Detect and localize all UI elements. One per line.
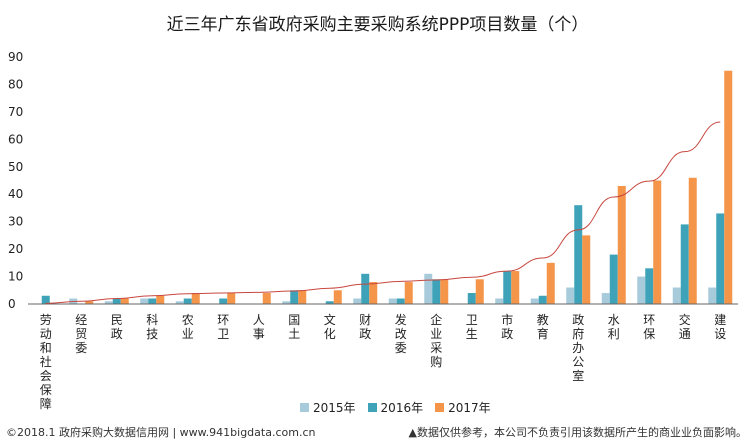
- x-tick-label: 环卫: [217, 313, 229, 341]
- footer-source: ©2018.1 政府采购大数据信用网 | www.941bigdata.com.…: [6, 426, 316, 439]
- x-tick-label: 文化: [324, 312, 336, 341]
- x-tick-label: 人事: [253, 313, 265, 341]
- bar-2016年-建设: [716, 213, 725, 304]
- bar-2015年-环保: [637, 276, 646, 304]
- footer-disclaimer: ▲数据仅供参考，本公司不负责引用该数据所产生的商业业负面影响。: [408, 426, 747, 439]
- bar-2016年-科技: [148, 298, 157, 304]
- bar-2015年-财政: [353, 298, 362, 304]
- bar-2017年-卫生: [475, 279, 484, 304]
- bar-2015年-民政: [104, 301, 113, 304]
- bar-2017年-环卫: [227, 293, 236, 304]
- bar-2017年-农业: [191, 293, 200, 304]
- legend-item-2015: 2015年: [300, 399, 356, 416]
- legend: 2015年 2016年 2017年: [300, 399, 491, 416]
- bar-2016年-环保: [645, 268, 654, 304]
- y-tick-label: 80: [8, 77, 23, 91]
- bar-2017年-教育: [546, 262, 555, 304]
- bar-2017年-经贸委: [85, 301, 94, 304]
- y-tick-label: 10: [8, 270, 23, 284]
- chart-title: 近三年广东省政府采购主要采购系统PPP项目数量（个）: [166, 15, 589, 35]
- x-tick-label: 建设: [714, 313, 726, 341]
- x-tick-label: 农业: [182, 313, 194, 341]
- bar-2015年-市政: [495, 298, 504, 304]
- legend-swatch-2016: [367, 403, 377, 412]
- x-tick-label: 发改委: [395, 312, 407, 355]
- bar-2016年-环卫: [219, 298, 228, 304]
- bar-2016年-国土: [290, 290, 299, 304]
- y-tick-label: 90: [8, 50, 23, 64]
- bar-2017年-建设: [724, 70, 733, 304]
- legend-label-2016: 2016年: [380, 401, 424, 415]
- bar-2015年-农业: [175, 301, 184, 304]
- bar-2017年-环保: [653, 180, 662, 304]
- bar-2017年-水利: [617, 185, 626, 304]
- x-tick-label: 劳动和社会保障: [40, 313, 52, 411]
- x-tick-label: 市政: [501, 312, 513, 341]
- bar-2017年-交通: [688, 177, 697, 304]
- bar-2017年-国土: [298, 290, 307, 304]
- bar-2017年-政府办公室: [582, 235, 591, 304]
- bar-2015年-教育: [530, 298, 539, 304]
- bar-2015年-水利: [601, 293, 610, 304]
- bar-2017年-企业采购: [440, 279, 449, 304]
- bar-2015年-交通: [672, 287, 681, 304]
- bar-2017年-市政: [511, 271, 520, 304]
- x-tick-label: 国土: [288, 313, 300, 341]
- bar-2016年-交通: [680, 224, 689, 304]
- x-tick-label: 经贸委: [75, 313, 87, 355]
- x-tick-label: 交通: [679, 312, 691, 341]
- trend-line: [45, 121, 721, 304]
- bar-2016年-文化: [325, 301, 334, 304]
- bar-2015年-建设: [708, 287, 717, 304]
- bar-2016年-企业采购: [432, 279, 441, 304]
- y-tick-label: 40: [8, 187, 23, 201]
- bar-2016年-教育: [538, 295, 547, 304]
- x-tick-label: 政府办公室: [572, 313, 584, 383]
- bar-2017年-财政: [369, 282, 378, 304]
- bar-2017年-文化: [333, 290, 342, 304]
- x-tick-label: 教育: [537, 312, 549, 341]
- legend-label-2017: 2017年: [448, 401, 491, 415]
- y-tick-label: 20: [8, 242, 23, 256]
- bar-2016年-民政: [112, 298, 121, 304]
- x-tick-label: 科技: [146, 313, 158, 341]
- bar-2017年-人事: [262, 293, 271, 304]
- bar-2015年-科技: [140, 298, 149, 304]
- bar-2015年-发改委: [388, 298, 397, 304]
- x-tick-label: 环保: [643, 313, 655, 341]
- legend-item-2017: 2017年: [435, 399, 491, 416]
- x-tick-label: 民政: [111, 313, 123, 341]
- bar-2016年-卫生: [467, 293, 476, 304]
- y-tick-label: 60: [8, 132, 23, 146]
- legend-label-2015: 2015年: [313, 401, 356, 415]
- x-tick-label: 企业采购: [430, 312, 442, 369]
- bar-2017年-发改委: [404, 282, 413, 304]
- x-tick-label: 财政: [359, 313, 371, 341]
- x-tick-label: 水利: [608, 313, 620, 341]
- bar-2016年-水利: [609, 254, 618, 304]
- bar-2017年-民政: [120, 298, 129, 304]
- y-tick-label: 70: [8, 105, 23, 119]
- bar-2015年-国土: [282, 301, 291, 304]
- bar-2015年-企业采购: [424, 273, 433, 304]
- bar-2016年-市政: [503, 271, 512, 304]
- bar-2016年-财政: [361, 273, 370, 304]
- bar-2015年-政府办公室: [566, 287, 575, 304]
- y-tick-label: 50: [8, 160, 23, 174]
- bar-2016年-劳动和社会保障: [41, 295, 50, 304]
- bar-2016年-农业: [183, 298, 192, 304]
- bar-2016年-政府办公室: [574, 205, 583, 304]
- legend-swatch-2017: [435, 403, 445, 412]
- legend-swatch-2015: [300, 403, 309, 412]
- legend-item-2016: 2016年: [367, 399, 424, 416]
- x-tick-label: 卫生: [466, 313, 478, 341]
- y-tick-label: 0: [8, 297, 16, 311]
- bar-2016年-发改委: [396, 298, 405, 304]
- y-tick-label: 30: [8, 215, 23, 229]
- bar-2017年-科技: [156, 295, 165, 304]
